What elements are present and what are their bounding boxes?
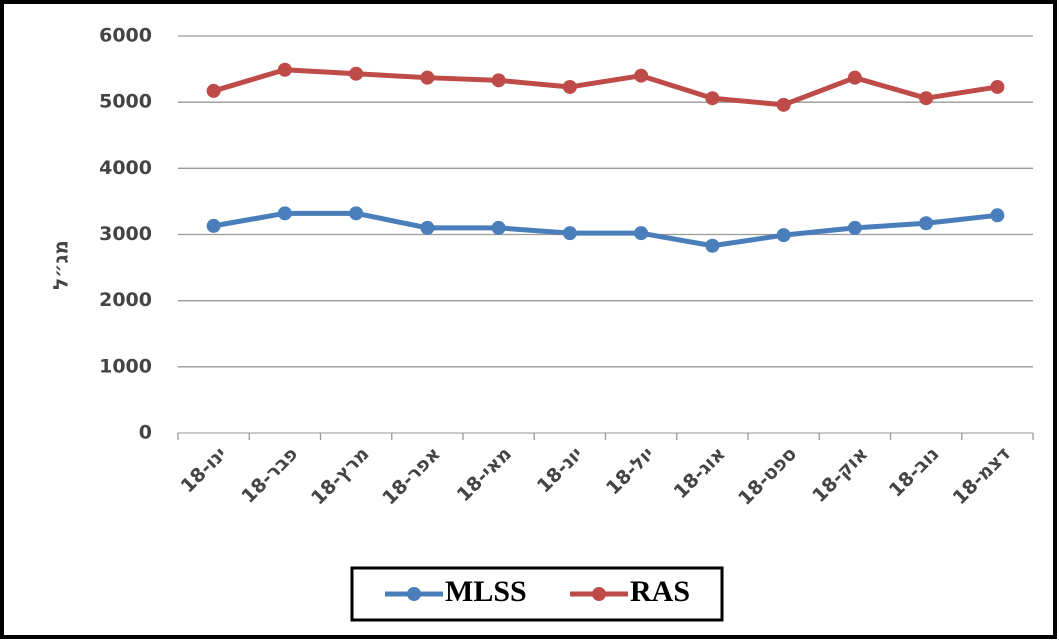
data-point (705, 91, 720, 106)
data-point (277, 206, 292, 221)
data-point (491, 73, 506, 88)
y-tick-label: 6000 (99, 25, 152, 47)
data-point (349, 66, 364, 81)
series-line (213, 210, 998, 249)
y-tick-label: 4000 (99, 157, 152, 179)
data-point (776, 228, 791, 243)
data-point (634, 226, 649, 241)
data-point (847, 220, 862, 235)
data-point (990, 79, 1005, 94)
data-point (776, 97, 791, 112)
data-point (277, 62, 292, 77)
data-point (562, 79, 577, 94)
legend-label: RAS (630, 575, 690, 608)
y-tick-label: 3000 (99, 223, 152, 245)
data-point (919, 91, 934, 106)
data-point (349, 206, 364, 221)
data-point (705, 238, 720, 253)
data-point (491, 220, 506, 235)
data-point (420, 220, 435, 235)
data-point (634, 68, 649, 83)
y-tick-label: 2000 (99, 289, 152, 311)
data-point (847, 70, 862, 85)
data-point (206, 83, 221, 98)
data-point (562, 226, 577, 241)
data-point (420, 70, 435, 85)
series-line (212, 67, 998, 108)
data-point (990, 208, 1005, 223)
legend-marker (592, 587, 606, 601)
data-point (206, 218, 221, 233)
data-point (919, 216, 934, 231)
legend-marker (407, 587, 421, 601)
y-axis-label: מג״ל (49, 240, 73, 290)
y-tick-label: 0 (139, 422, 152, 444)
y-tick-label: 1000 (99, 355, 152, 377)
legend-label: MLSS (445, 575, 527, 608)
y-tick-label: 5000 (99, 91, 152, 113)
